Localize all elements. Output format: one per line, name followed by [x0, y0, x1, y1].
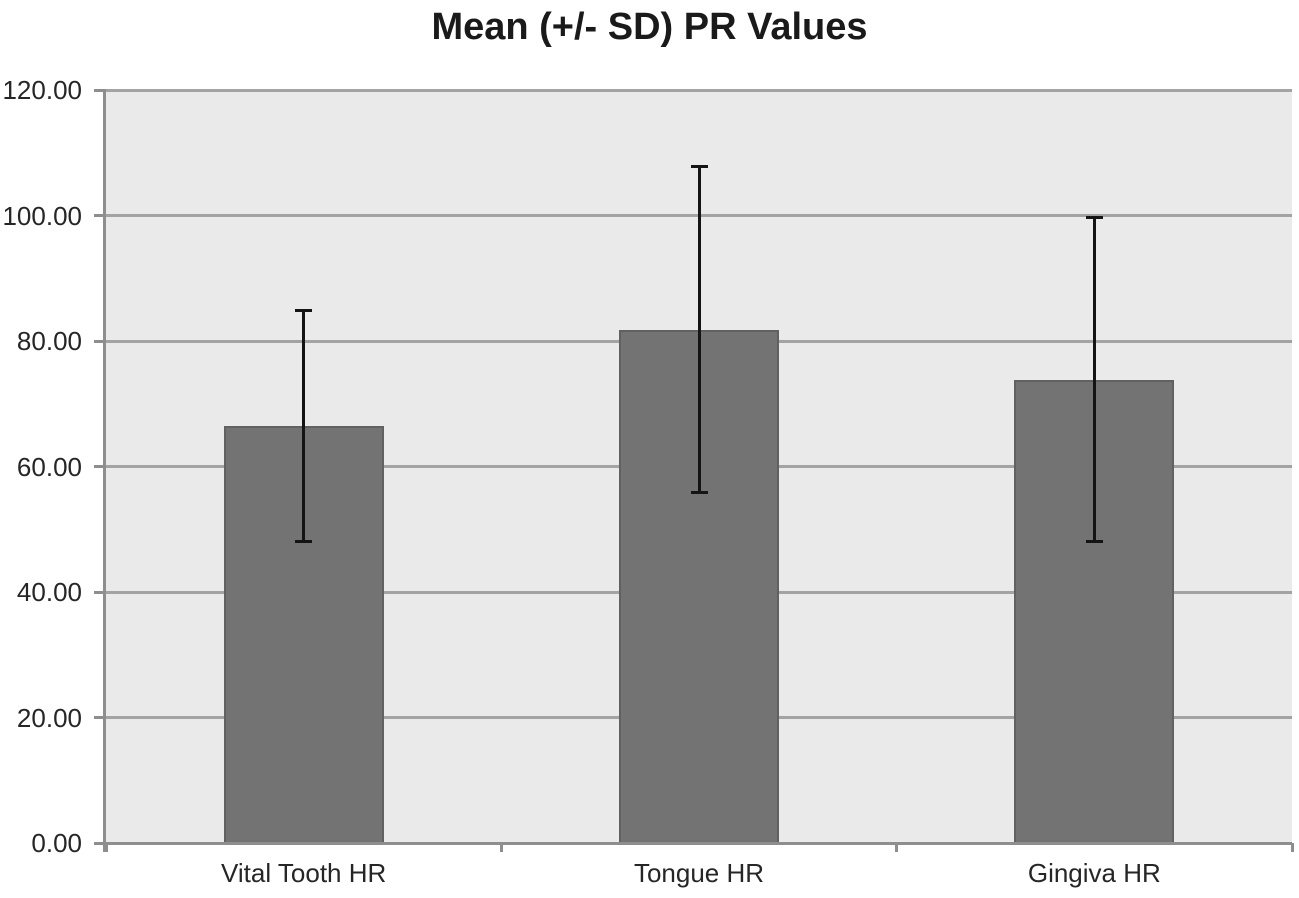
y-tick-label: 100.00 [2, 200, 82, 231]
error-bar-cap-bottom [295, 540, 313, 544]
x-category-label: Gingiva HR [1027, 858, 1161, 888]
y-axis-tick [94, 214, 106, 217]
x-category-label: Vital Tooth HR [221, 858, 387, 888]
y-axis-tick [94, 590, 106, 594]
x-axis-tick [1290, 843, 1294, 852]
error-bar-cap-bottom [690, 491, 708, 495]
y-tick-label: 0.00 [31, 828, 82, 858]
x-axis-tick [895, 843, 899, 852]
chart-title: Mean (+/- SD) PR Values [431, 6, 868, 48]
error-bar-cap-top [690, 164, 708, 168]
error-bar-cap-top [295, 309, 313, 313]
y-axis-tick [94, 339, 106, 343]
error-bar-cap-bottom [1085, 540, 1103, 544]
y-axis-tick [94, 465, 106, 468]
x-axis-tick [104, 843, 108, 852]
y-tick-label: 120.00 [2, 75, 82, 105]
error-bar-line [697, 165, 701, 494]
y-axis-line [103, 90, 106, 852]
y-tick-label: 60.00 [16, 451, 82, 482]
y-tick-label: 20.00 [16, 702, 82, 733]
x-axis-line [94, 841, 1292, 845]
gridline [106, 88, 1292, 92]
error-bar-line [1092, 217, 1096, 543]
y-axis-tick [94, 716, 106, 719]
y-axis-tick [94, 88, 106, 92]
error-bar-cap-top [1085, 216, 1103, 220]
y-tick-label: 80.00 [16, 326, 82, 356]
error-bar-line [302, 310, 306, 543]
y-tick-label: 40.00 [16, 577, 82, 607]
x-axis-tick [499, 843, 503, 852]
x-category-label: Tongue HR [633, 858, 765, 888]
